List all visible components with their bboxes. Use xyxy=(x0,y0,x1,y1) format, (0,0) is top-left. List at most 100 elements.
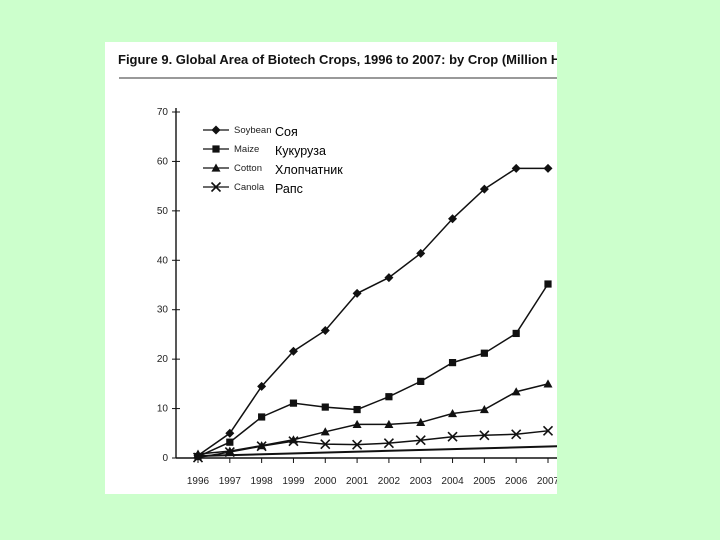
x-tick-label: 2005 xyxy=(473,476,496,487)
maize-point xyxy=(353,405,361,414)
maize-point xyxy=(480,349,488,357)
canola-line xyxy=(197,430,549,459)
y-tick-label: 20 xyxy=(157,354,169,365)
x-tick-label: 1999 xyxy=(282,476,305,487)
y-tick-label: 30 xyxy=(157,305,169,316)
cotton-point xyxy=(384,419,394,428)
y-tick-label: 40 xyxy=(157,255,169,266)
canola-point xyxy=(288,436,299,447)
cotton-point xyxy=(416,417,426,427)
canola-point xyxy=(352,439,363,450)
maize-point xyxy=(544,280,552,288)
x-tick-label: 2000 xyxy=(314,476,337,487)
maize-point xyxy=(385,393,393,401)
canola-point xyxy=(479,430,490,441)
legend-label-ru: Хлопчатник xyxy=(275,163,343,177)
soybean-point xyxy=(225,428,235,438)
soybean-point xyxy=(384,273,394,283)
cotton-point xyxy=(543,379,553,388)
canola-point xyxy=(511,429,522,440)
maize-point xyxy=(417,377,425,385)
x-marker-stroke xyxy=(320,439,331,450)
x-tick-label: 1997 xyxy=(219,476,242,487)
baseline-trend-line xyxy=(197,445,557,457)
chart-title: Figure 9. Global Area of Biotech Crops, … xyxy=(118,52,557,67)
legend-label-ru: Соя xyxy=(275,125,298,139)
x-marker-stroke xyxy=(415,435,426,446)
maize-point xyxy=(512,329,520,338)
line-chart: Figure 9. Global Area of Biotech Crops, … xyxy=(118,52,557,487)
canola-point xyxy=(320,439,331,450)
x-marker-stroke xyxy=(192,452,204,463)
soybean-point xyxy=(448,214,458,224)
figure-scan: Figure 9. Global Area of Biotech Crops, … xyxy=(105,42,557,494)
soybean-point xyxy=(416,248,426,258)
legend-item-canola: Canola Рапс xyxy=(203,181,303,196)
cotton-point xyxy=(448,409,458,418)
legend-label-ru: Рапс xyxy=(275,182,303,196)
x-tick-label: 1996 xyxy=(187,476,210,487)
x-tick-label: 1998 xyxy=(251,476,274,487)
soybean-point xyxy=(288,346,298,356)
x-tick-label: 2002 xyxy=(378,476,401,487)
maize-point xyxy=(321,403,329,411)
x-marker-stroke xyxy=(256,441,267,452)
legend-item-cotton: Cotton Хлопчатник xyxy=(203,163,343,177)
x-marker-stroke xyxy=(288,436,299,447)
legend-item-maize: Maize Кукуруза xyxy=(203,144,326,158)
y-tick-label: 70 xyxy=(157,107,169,118)
series-canola xyxy=(192,425,554,463)
legend-label-en: Cotton xyxy=(234,163,262,174)
cotton-point xyxy=(479,405,489,414)
y-tick-label: 10 xyxy=(157,404,169,415)
canola-point xyxy=(383,438,394,449)
legend-label-en: Soybean xyxy=(234,125,272,136)
x-tick-label: 2003 xyxy=(410,476,433,487)
legend-label-en: Canola xyxy=(234,182,265,193)
legend-label-ru: Кукуруза xyxy=(275,144,326,158)
maize-point xyxy=(448,359,457,367)
series-cotton xyxy=(193,379,553,458)
x-marker-stroke xyxy=(511,429,522,440)
y-tick-label: 0 xyxy=(162,453,168,464)
soybean-line xyxy=(197,167,548,457)
cotton-point xyxy=(352,419,362,428)
series-soybean xyxy=(193,163,553,461)
maize-line xyxy=(197,283,549,458)
maize-point xyxy=(258,413,266,421)
legend-item-soybean: Soybean Соя xyxy=(203,125,298,139)
maize-point xyxy=(226,438,234,446)
legend-marker xyxy=(211,125,221,135)
y-tick-label: 60 xyxy=(157,156,169,167)
legend-marker xyxy=(212,145,220,153)
series-maize xyxy=(194,280,552,461)
legend-marker xyxy=(211,163,221,172)
canola-point xyxy=(224,447,235,458)
canola-point xyxy=(415,435,426,446)
x-marker-stroke xyxy=(210,181,222,193)
canola-point xyxy=(542,425,554,436)
soybean-point xyxy=(257,381,267,391)
soybean-point xyxy=(320,325,330,335)
x-marker-stroke xyxy=(224,447,235,458)
x-marker-stroke xyxy=(352,439,363,450)
soybean-point xyxy=(479,184,489,194)
canola-point xyxy=(447,431,458,442)
cotton-point xyxy=(511,387,521,396)
soybean-point xyxy=(543,163,553,173)
legend-marker xyxy=(210,181,222,193)
x-marker-stroke xyxy=(383,438,394,449)
x-tick-label: 2007 xyxy=(537,476,557,487)
x-marker-stroke xyxy=(542,425,554,436)
x-marker-stroke xyxy=(447,431,458,442)
canola-point xyxy=(192,452,204,463)
soybean-point xyxy=(352,288,362,298)
maize-point xyxy=(289,399,298,407)
cotton-point xyxy=(320,427,330,436)
canola-point xyxy=(256,441,267,452)
x-tick-label: 2006 xyxy=(505,476,528,487)
x-tick-label: 2004 xyxy=(441,476,464,487)
legend-label-en: Maize xyxy=(234,144,259,155)
y-tick-label: 50 xyxy=(157,206,169,217)
x-marker-stroke xyxy=(479,430,490,441)
